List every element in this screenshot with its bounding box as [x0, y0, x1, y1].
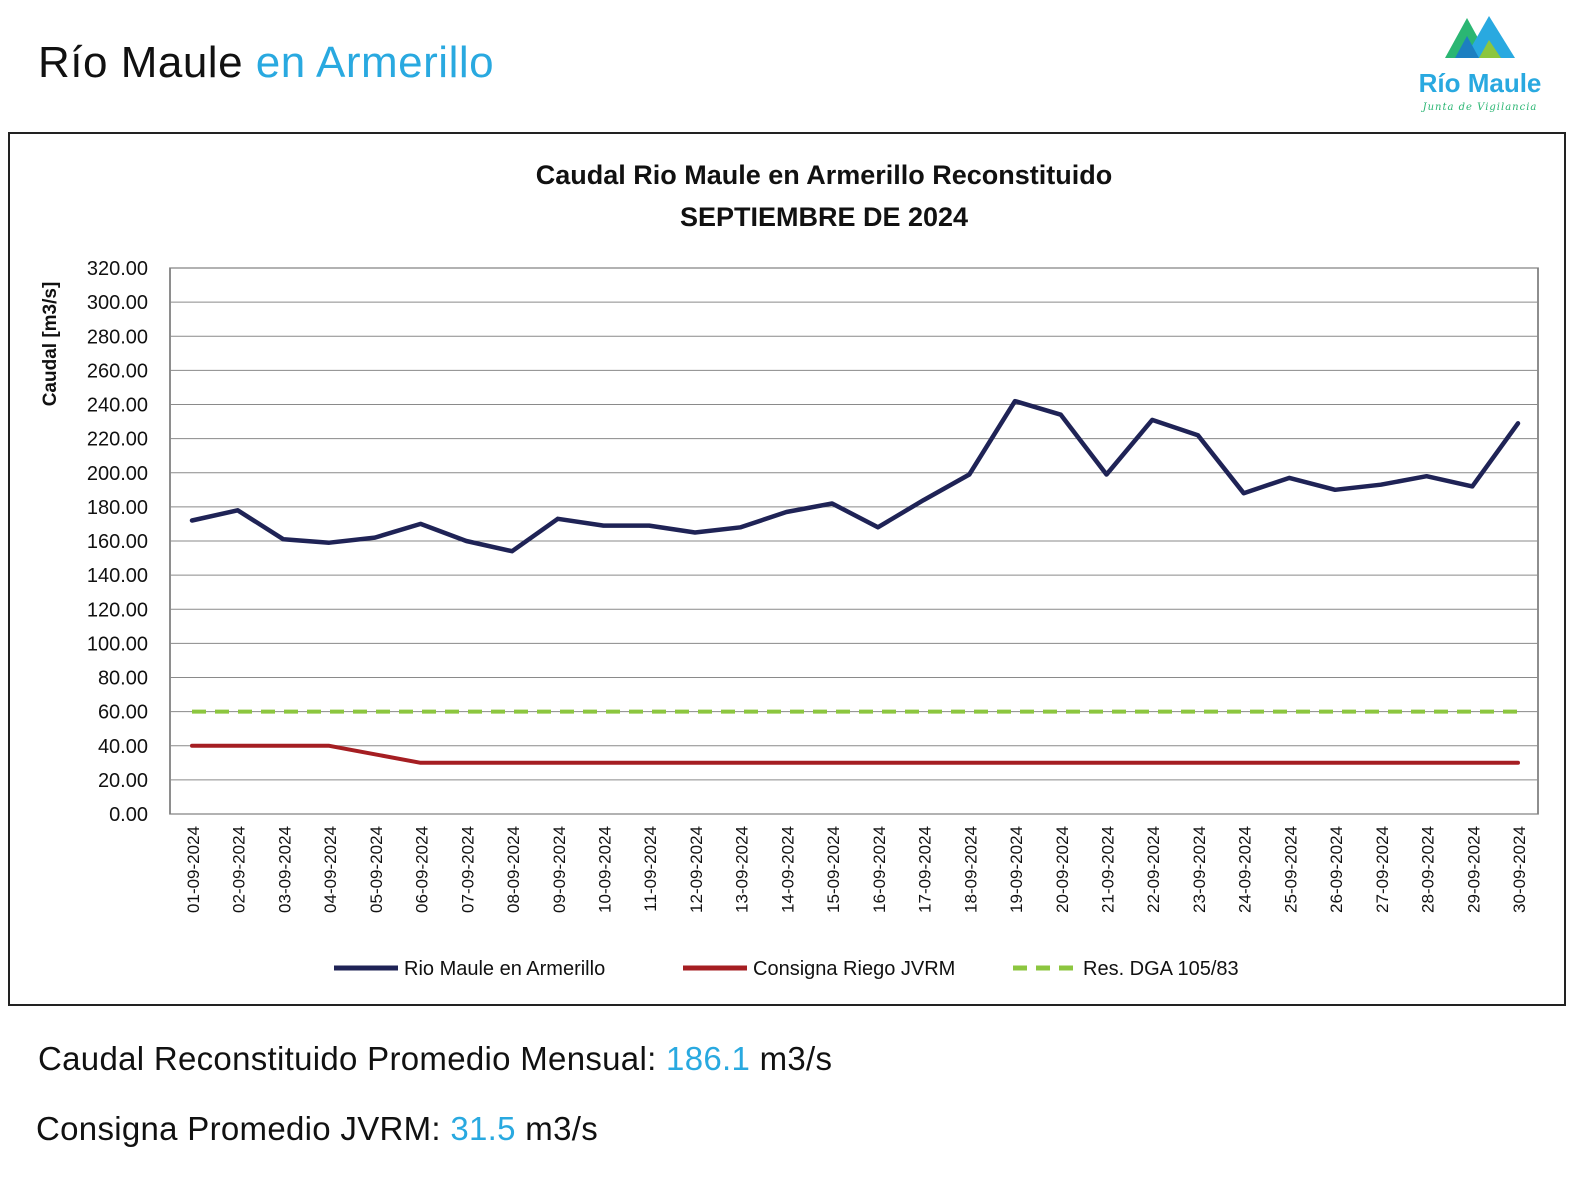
- x-tick-label: 23-09-2024: [1190, 826, 1209, 913]
- y-tick-label: 260.00: [87, 360, 148, 382]
- y-tick-label: 100.00: [87, 633, 148, 655]
- x-tick-label: 22-09-2024: [1144, 826, 1163, 913]
- x-tick-label: 03-09-2024: [275, 826, 294, 913]
- x-tick-label: 21-09-2024: [1098, 826, 1117, 913]
- legend-label: Res. DGA 105/83: [1083, 958, 1239, 980]
- x-tick-label: 15-09-2024: [824, 826, 843, 913]
- y-tick-label: 80.00: [98, 668, 148, 690]
- consigna-average-value: 31.5: [450, 1110, 516, 1147]
- x-tick-label: 30-09-2024: [1510, 826, 1529, 913]
- x-tick-label: 26-09-2024: [1327, 826, 1346, 913]
- y-tick-label: 180.00: [87, 497, 148, 519]
- x-tick-label: 01-09-2024: [184, 826, 203, 913]
- monthly-average-value: 186.1: [666, 1040, 751, 1077]
- x-tick-label: 05-09-2024: [367, 826, 386, 913]
- y-tick-label: 140.00: [87, 565, 148, 587]
- y-tick-label: 0.00: [109, 804, 148, 826]
- x-tick-label: 24-09-2024: [1236, 826, 1255, 913]
- page-title-main: Río Maule: [38, 38, 244, 87]
- y-tick-label: 200.00: [87, 463, 148, 485]
- x-tick-label: 07-09-2024: [458, 826, 477, 913]
- consigna-average-unit: m3/s: [525, 1110, 598, 1147]
- logo-tagline: Junta de Vigilancia: [1422, 102, 1538, 113]
- y-tick-label: 20.00: [98, 770, 148, 792]
- x-tick-label: 25-09-2024: [1281, 826, 1300, 913]
- x-tick-label: 19-09-2024: [1007, 826, 1026, 913]
- x-tick-label: 04-09-2024: [321, 826, 340, 913]
- y-tick-label: 160.00: [87, 531, 148, 553]
- monthly-average-unit: m3/s: [759, 1040, 833, 1077]
- y-tick-label: 300.00: [87, 292, 148, 314]
- x-tick-label: 09-09-2024: [550, 826, 569, 913]
- y-axis-label: Caudal [m3/s]: [40, 282, 61, 407]
- monthly-average-summary: Caudal Reconstituido Promedio Mensual: 1…: [38, 1040, 832, 1078]
- y-tick-label: 60.00: [98, 702, 148, 724]
- y-tick-label: 320.00: [87, 258, 148, 280]
- consigna-average-summary: Consigna Promedio JVRM: 31.5 m3/s: [36, 1110, 598, 1148]
- consigna-average-label: Consigna Promedio JVRM:: [36, 1110, 441, 1147]
- logo-name: Río Maule: [1418, 68, 1542, 98]
- x-tick-label: 08-09-2024: [504, 826, 523, 913]
- y-tick-label: 280.00: [87, 326, 148, 348]
- legend-label: Consigna Riego JVRM: [753, 958, 955, 980]
- x-tick-label: 11-09-2024: [641, 826, 660, 912]
- series-line-0: [189, 398, 1521, 554]
- rio-maule-logo: Río Maule Junta de Vigilancia: [1405, 10, 1555, 120]
- x-tick-label: 12-09-2024: [687, 826, 706, 913]
- x-tick-label: 10-09-2024: [596, 826, 615, 913]
- chart-subtitle: SEPTIEMBRE DE 2024: [680, 202, 968, 232]
- chart-title: Caudal Rio Maule en Armerillo Reconstitu…: [536, 160, 1113, 190]
- monthly-average-label: Caudal Reconstituido Promedio Mensual:: [38, 1040, 657, 1077]
- x-tick-label: 02-09-2024: [230, 826, 249, 913]
- x-tick-label: 13-09-2024: [733, 826, 752, 913]
- page-title: Río Maule en Armerillo: [38, 38, 494, 88]
- x-tick-label: 28-09-2024: [1419, 826, 1438, 913]
- y-tick-label: 40.00: [98, 736, 148, 758]
- series-line-1: [190, 743, 1520, 765]
- x-tick-label: 17-09-2024: [916, 826, 935, 913]
- y-tick-label: 240.00: [87, 395, 148, 417]
- x-tick-label: 06-09-2024: [413, 826, 432, 913]
- y-tick-label: 120.00: [87, 599, 148, 621]
- legend-label: Rio Maule en Armerillo: [404, 958, 605, 980]
- page-title-accent: en Armerillo: [255, 38, 495, 87]
- mountain-logo-icon: [1445, 16, 1515, 58]
- flow-chart: Caudal Rio Maule en Armerillo Reconstitu…: [40, 160, 1539, 980]
- chart-container: Caudal Rio Maule en Armerillo Reconstitu…: [8, 132, 1566, 1006]
- x-tick-label: 18-09-2024: [961, 826, 980, 913]
- x-tick-label: 20-09-2024: [1053, 826, 1072, 913]
- x-tick-label: 14-09-2024: [778, 826, 797, 913]
- y-tick-label: 220.00: [87, 429, 148, 451]
- x-tick-label: 29-09-2024: [1464, 826, 1483, 913]
- x-tick-label: 27-09-2024: [1373, 826, 1392, 913]
- x-tick-label: 16-09-2024: [870, 826, 889, 913]
